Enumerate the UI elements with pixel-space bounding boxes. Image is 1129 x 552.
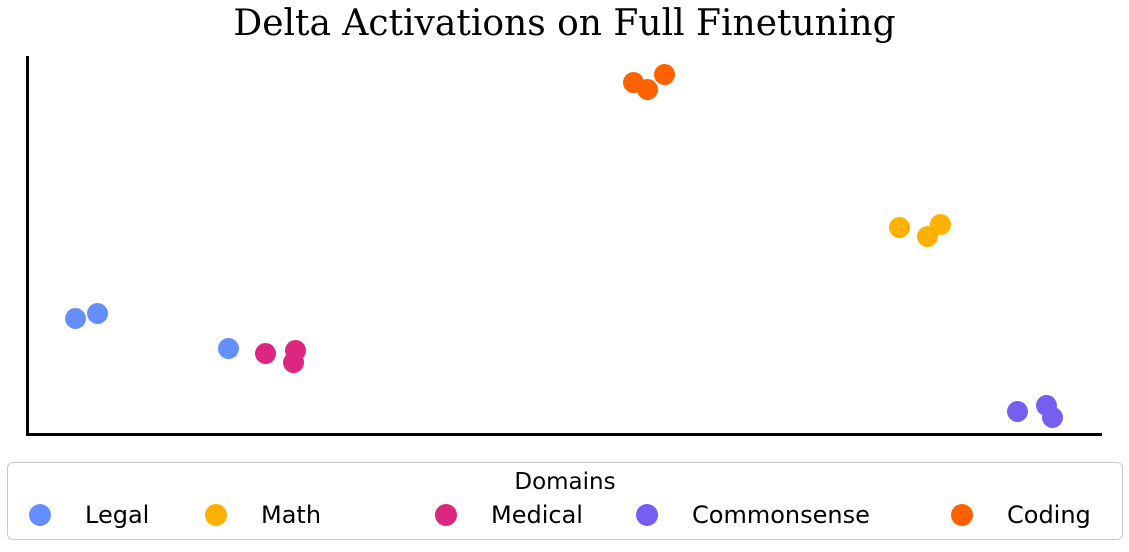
- scatter-point-math: [930, 214, 952, 236]
- legend-title: Domains: [514, 469, 616, 495]
- chart-title: Delta Activations on Full Finetuning: [233, 3, 896, 44]
- legend-item-coding: Coding: [951, 498, 1091, 532]
- scatter-point-legal: [64, 307, 86, 329]
- scatter-point-commonsense: [1042, 406, 1064, 428]
- legend-item-legal: Legal: [29, 498, 149, 532]
- legend-item-commonsense: Commonsense: [636, 498, 870, 532]
- scatter-point-coding: [653, 64, 675, 86]
- scatter-point-commonsense: [1006, 400, 1028, 422]
- legend-item-medical: Medical: [435, 498, 583, 532]
- scatter-point-legal: [87, 303, 109, 325]
- legend-marker-coding-icon: [951, 504, 973, 526]
- legend-item-math: Math: [205, 498, 321, 532]
- scatter-point-medical: [283, 352, 305, 374]
- legend-label: Legal: [85, 501, 150, 529]
- legend-label: Commonsense: [692, 501, 870, 529]
- legend-marker-commonsense-icon: [636, 504, 658, 526]
- legend-label: Coding: [1007, 501, 1091, 529]
- plot-area: [26, 56, 1102, 436]
- scatter-point-math: [889, 217, 911, 239]
- legend-marker-medical-icon: [435, 504, 457, 526]
- legend-label: Math: [261, 501, 322, 529]
- scatter-point-legal: [217, 338, 239, 360]
- legend-marker-math-icon: [205, 504, 227, 526]
- scatter-point-coding: [636, 78, 658, 100]
- legend: Domains: [7, 462, 1123, 540]
- legend-label: Medical: [491, 501, 583, 529]
- legend-marker-legal-icon: [29, 504, 51, 526]
- scatter-point-medical: [255, 342, 277, 364]
